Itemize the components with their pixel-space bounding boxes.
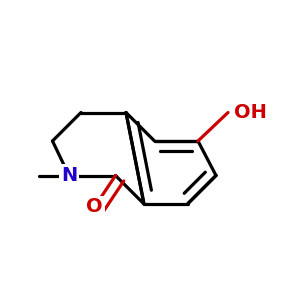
- Text: OH: OH: [234, 103, 267, 122]
- Text: N: N: [61, 166, 77, 185]
- Text: O: O: [86, 197, 103, 217]
